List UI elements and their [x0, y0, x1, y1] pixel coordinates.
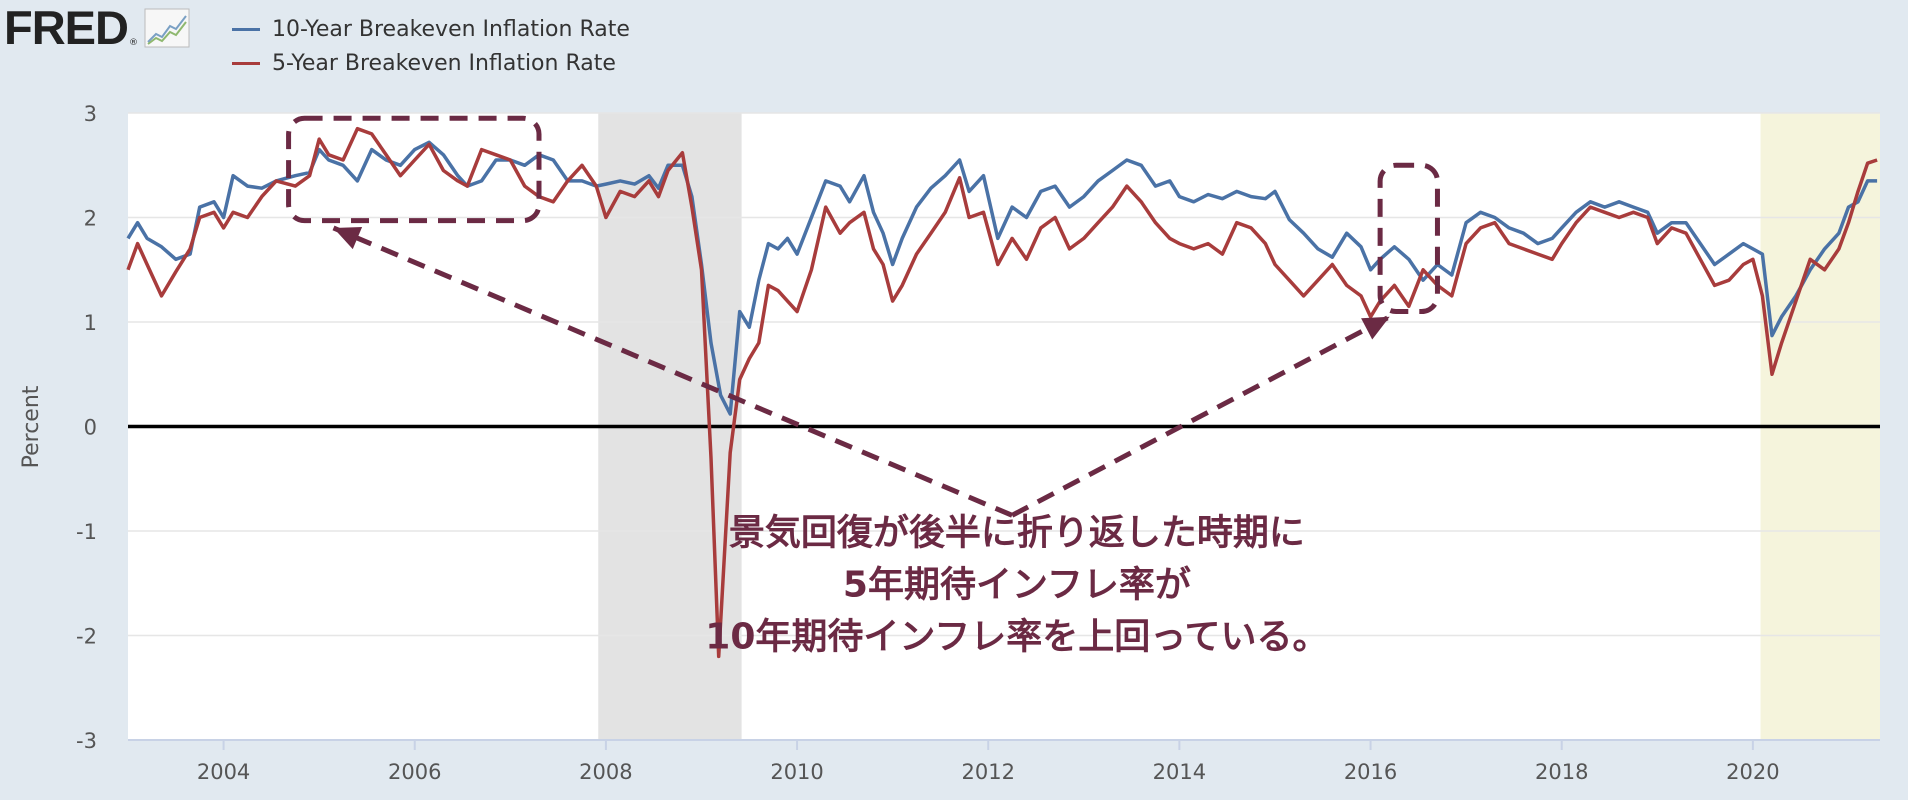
registered-mark: ® — [128, 38, 138, 48]
arrow-line-right — [1010, 314, 1391, 518]
y-tick-label: 3 — [84, 102, 97, 126]
fred-logo[interactable]: FRED ® — [4, 4, 190, 52]
arrowhead-right — [1361, 316, 1390, 340]
fred-logo-text: FRED — [4, 1, 129, 54]
sparkline-icon — [144, 8, 190, 48]
legend-swatch-10yr — [232, 27, 260, 31]
legend-swatch-5yr — [232, 61, 260, 65]
y-tick-label: 2 — [84, 207, 97, 231]
x-tick-label: 2012 — [962, 760, 1015, 784]
x-tick-label: 2018 — [1535, 760, 1588, 784]
annotation-text-line: 5年期待インフレ率が — [843, 565, 1191, 606]
y-tick-label: -3 — [76, 729, 97, 753]
x-tick-label: 2008 — [579, 760, 632, 784]
arrow-line-left — [332, 225, 1014, 518]
y-tick-label: -1 — [76, 520, 97, 544]
x-tick-label: 2010 — [770, 760, 823, 784]
legend-label-5yr: 5-Year Breakeven Inflation Rate — [272, 50, 616, 76]
annotation-text-line: 景気回復が後半に折り返した時期に — [729, 513, 1305, 554]
legend-label-10yr: 10-Year Breakeven Inflation Rate — [272, 16, 630, 42]
y-axis-label: Percent — [19, 385, 44, 468]
y-tick-label: -2 — [76, 625, 97, 649]
arrowhead-left — [333, 227, 363, 250]
annotation-text-line: 10年期待インフレ率を上回っている。 — [705, 617, 1328, 658]
y-tick-label: 1 — [84, 311, 97, 335]
x-tick-label: 2004 — [197, 760, 250, 784]
x-tick-label: 2006 — [388, 760, 441, 784]
highlight-box-2005 — [286, 115, 542, 224]
series-line-5yr — [126, 126, 1878, 659]
y-tick-label: 0 — [84, 416, 97, 440]
legend-item-10yr[interactable]: 10-Year Breakeven Inflation Rate — [232, 12, 630, 46]
x-tick-label: 2014 — [1153, 760, 1206, 784]
chart-legend: 10-Year Breakeven Inflation Rate 5-Year … — [232, 12, 630, 80]
x-tick-label: 2020 — [1726, 760, 1779, 784]
x-tick-label: 2016 — [1344, 760, 1397, 784]
series-line-10yr — [126, 140, 1878, 416]
highlight-box-2016 — [1377, 162, 1440, 315]
legend-item-5yr[interactable]: 5-Year Breakeven Inflation Rate — [232, 46, 630, 80]
